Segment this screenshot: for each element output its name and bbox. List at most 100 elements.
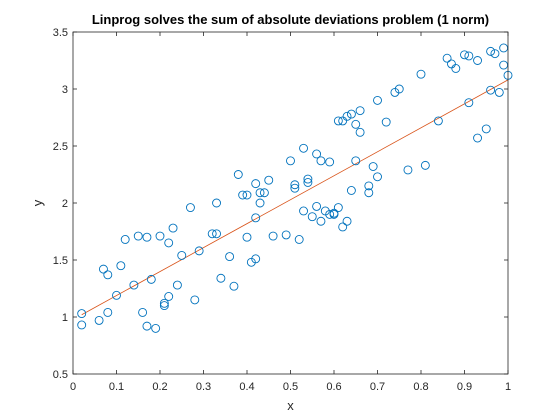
scatter-point <box>346 186 356 195</box>
scatter-point <box>77 309 87 319</box>
scatter-point <box>229 281 239 291</box>
scatter-point <box>351 119 361 129</box>
scatter-point <box>255 198 265 208</box>
scatter-point <box>342 111 352 121</box>
scatter-point <box>103 307 113 317</box>
scatter-point <box>286 156 295 166</box>
scatter-point <box>116 261 126 271</box>
scatter-point <box>312 201 322 211</box>
scatter-point <box>325 157 335 167</box>
scatter-point <box>242 190 252 200</box>
scatter-point <box>133 231 143 241</box>
chart-title: Linprog solves the sum of absolute devia… <box>92 12 489 27</box>
scatter-point <box>420 160 430 170</box>
scatter-point <box>164 292 174 301</box>
scatter-point <box>351 156 361 166</box>
scatter-point <box>268 231 278 241</box>
scatter-point <box>460 50 469 60</box>
scatter-point <box>185 203 195 213</box>
scatter-points-layer <box>77 43 513 333</box>
y-tick-label: 2 <box>62 198 68 210</box>
scatter-point <box>364 188 374 198</box>
scatter-point <box>251 213 261 223</box>
scatter-point <box>373 172 382 182</box>
scatter-point <box>368 162 378 171</box>
scatter-point <box>98 264 108 274</box>
x-tick-label: 0.2 <box>152 381 167 393</box>
scatter-point <box>159 301 169 311</box>
scatter-point <box>281 230 291 240</box>
scatter-point <box>77 320 87 330</box>
scatter-point <box>212 198 222 208</box>
scatter-point <box>494 87 504 97</box>
x-axis-title: x <box>287 398 294 413</box>
scatter-point <box>255 188 265 198</box>
y-tick-label: 2.5 <box>53 141 68 153</box>
scatter-point <box>299 143 308 153</box>
x-tick-label: 0 <box>70 381 76 393</box>
x-tick-label: 1 <box>505 381 511 393</box>
x-tick-label: 0.9 <box>457 381 472 393</box>
scatter-point <box>481 124 491 134</box>
x-tick-label: 0.1 <box>109 381 124 393</box>
scatter-point <box>172 280 182 290</box>
scatter-point <box>473 56 482 65</box>
scatter-point <box>146 274 156 284</box>
scatter-point <box>329 208 339 218</box>
scatter-point <box>168 223 178 233</box>
scatter-point <box>355 106 365 116</box>
x-tick-label: 0.6 <box>326 381 341 393</box>
scatter-point <box>307 212 317 222</box>
scatter-point <box>464 98 474 108</box>
scatter-point <box>207 229 217 239</box>
ticks-layer: 0 0.1 0.2 0.3 0.4 0.5 0.6 0.7 0.8 0.9 1 0.5 1 1.5 2 2.5… <box>53 27 511 393</box>
scatter-point <box>225 252 235 262</box>
x-tick-label: 0.4 <box>239 381 254 393</box>
scatter-point <box>290 183 300 193</box>
scatter-point <box>490 49 500 59</box>
scatter-point <box>264 175 274 185</box>
scatter-point <box>373 95 382 105</box>
scatter-point <box>381 117 391 127</box>
scatter-point <box>120 235 130 244</box>
scatter-point <box>159 298 169 308</box>
scatter-point <box>129 280 139 290</box>
y-tick-label: 0.5 <box>53 369 68 381</box>
scatter-point <box>164 238 174 248</box>
scatter-point <box>355 127 365 137</box>
scatter-point <box>433 116 443 126</box>
scatter-point <box>190 295 200 305</box>
scatter-point <box>294 235 304 244</box>
scatter-point <box>312 149 322 159</box>
y-tick-label: 3 <box>62 84 68 96</box>
x-tick-label: 0.7 <box>370 381 385 393</box>
scatter-point <box>342 216 352 226</box>
scatter-point <box>303 178 313 187</box>
scatter-point <box>316 216 326 226</box>
scatter-point <box>251 179 261 189</box>
scatter-point <box>290 180 300 190</box>
scatter-point <box>216 273 226 283</box>
scatter-point <box>138 307 148 317</box>
scatter-point <box>338 222 348 232</box>
scatter-point <box>251 254 261 264</box>
scatter-point <box>464 51 474 61</box>
scatter-point <box>442 53 452 63</box>
scatter-point <box>155 231 165 241</box>
x-tick-label: 0.5 <box>283 381 298 393</box>
y-tick-label: 3.5 <box>53 27 68 39</box>
y-tick-label: 1.5 <box>53 255 68 267</box>
scatter-point <box>112 290 121 300</box>
y-tick-label: 1 <box>62 312 68 324</box>
scatter-point <box>242 232 252 242</box>
scatter-point <box>238 190 248 200</box>
scatter-point <box>333 116 343 126</box>
scatter-point <box>299 206 308 216</box>
scatter-point <box>486 85 496 95</box>
scatter-point <box>303 174 313 184</box>
scatter-point <box>212 229 222 239</box>
x-tick-label: 0.3 <box>196 381 211 393</box>
scatter-point <box>486 46 496 56</box>
plot-area <box>73 32 508 374</box>
